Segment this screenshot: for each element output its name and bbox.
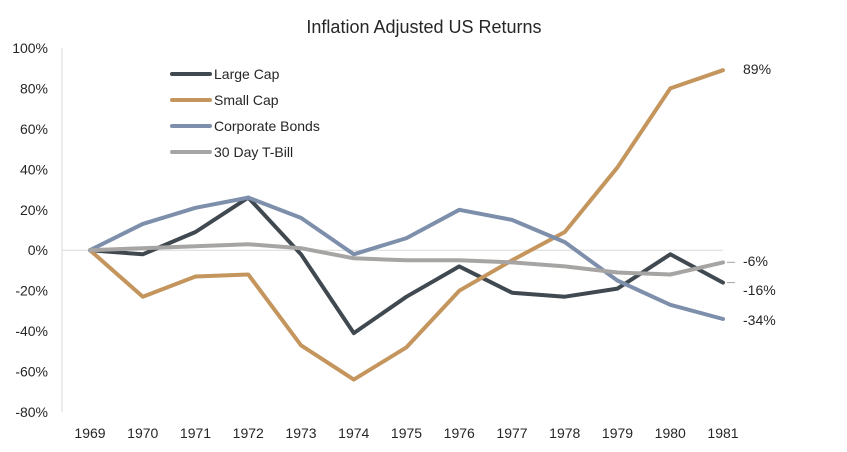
end-label-corporate-bonds: -34% <box>743 312 776 328</box>
x-tick-label: 1973 <box>285 425 316 441</box>
x-tick-label: 1972 <box>233 425 264 441</box>
series-lines <box>88 68 725 382</box>
legend-label-30-day-t-bill: 30 Day T-Bill <box>214 144 293 160</box>
x-tick-label: 1978 <box>549 425 580 441</box>
series-line-30-day-t-bill <box>88 242 725 277</box>
y-tick-label: -60% <box>15 364 48 380</box>
end-label-small-cap: 89% <box>743 61 771 77</box>
series-line-corporate-bonds <box>88 195 725 321</box>
x-tick-label: 1975 <box>391 425 422 441</box>
legend: Large Cap Small Cap Corporate Bonds 30 Day … <box>170 66 320 160</box>
legend-label-corporate-bonds: Corporate Bonds <box>214 118 320 134</box>
y-tick-label: 100% <box>12 40 48 56</box>
y-tick-labels: 100% 80% 60% 40% 20% 0% -20% -40% -60% -80% <box>12 40 48 420</box>
y-tick-label: -80% <box>15 404 48 420</box>
x-tick-label: 1981 <box>707 425 738 441</box>
legend-label-small-cap: Small Cap <box>214 92 279 108</box>
y-tick-label: 60% <box>20 121 48 137</box>
x-tick-label: 1976 <box>444 425 475 441</box>
x-tick-label: 1970 <box>127 425 158 441</box>
x-tick-label: 1977 <box>496 425 527 441</box>
x-tick-label: 1969 <box>74 425 105 441</box>
legend-label-large-cap: Large Cap <box>214 66 280 82</box>
y-tick-label: 80% <box>20 80 48 96</box>
y-tick-label: 0% <box>28 242 48 258</box>
end-label-30-day-t-bill: -6% <box>743 253 768 269</box>
end-label-large-cap: -16% <box>743 282 776 298</box>
x-tick-label: 1974 <box>338 425 369 441</box>
x-tick-label: 1979 <box>602 425 633 441</box>
chart-title: Inflation Adjusted US Returns <box>306 17 541 37</box>
x-tick-label: 1980 <box>655 425 686 441</box>
end-labels: 89% -6% -16% -34% <box>727 61 776 328</box>
y-tick-label: -40% <box>15 323 48 339</box>
y-tick-label: 20% <box>20 202 48 218</box>
x-tick-labels: 1969 1970 1971 1972 1973 1974 1975 1976 1977 1978… <box>74 425 738 441</box>
series-line-large-cap <box>88 195 725 336</box>
x-tick-label: 1971 <box>180 425 211 441</box>
y-tick-label: -20% <box>15 283 48 299</box>
series-line-small-cap <box>88 68 725 382</box>
y-tick-label: 40% <box>20 161 48 177</box>
